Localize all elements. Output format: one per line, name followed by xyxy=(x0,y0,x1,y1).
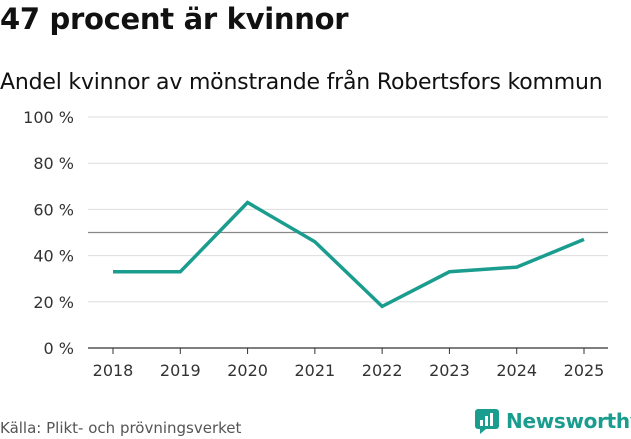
x-tick-label-2019: 2019 xyxy=(160,361,201,380)
y-tick-label-100: 100 % xyxy=(23,108,74,127)
x-tick-label-2018: 2018 xyxy=(93,361,134,380)
grid-lines xyxy=(88,116,608,349)
brand-name: Newsworthy xyxy=(506,409,631,433)
y-tick-label-0: 0 % xyxy=(44,339,74,358)
brand-logo: Newsworthy xyxy=(474,408,631,434)
x-tick-label-2022: 2022 xyxy=(362,361,403,380)
x-tick-label-2023: 2023 xyxy=(429,361,470,380)
y-tick-label-20: 20 % xyxy=(33,293,74,312)
y-axis-ticks: 0 % 20 % 40 % 60 % 80 % 100 % xyxy=(23,108,74,358)
chart-subtitle: Andel kvinnor av mönstrande från Roberts… xyxy=(0,70,603,95)
series-group xyxy=(113,200,585,309)
series-line-0 xyxy=(113,200,585,309)
x-tick-label-2024: 2024 xyxy=(496,361,537,380)
source-note: Källa: Plikt- och prövningsverket xyxy=(0,419,242,437)
chart-title: 47 procent är kvinnor xyxy=(0,2,349,36)
y-tick-label-60: 60 % xyxy=(33,200,74,219)
x-axis-ticks: 2018 2019 2020 2021 2022 2023 2024 2025 xyxy=(93,348,605,380)
x-tick-label-2020: 2020 xyxy=(227,361,268,380)
newsworthy-logo-icon xyxy=(475,409,499,434)
y-tick-label-40: 40 % xyxy=(33,247,74,266)
y-tick-label-80: 80 % xyxy=(33,154,74,173)
line-chart: 0 % 20 % 40 % 60 % 80 % 100 % 2018 2019 2020 202… xyxy=(23,108,608,380)
x-tick-label-2021: 2021 xyxy=(294,361,335,380)
x-tick-label-2025: 2025 xyxy=(564,361,605,380)
